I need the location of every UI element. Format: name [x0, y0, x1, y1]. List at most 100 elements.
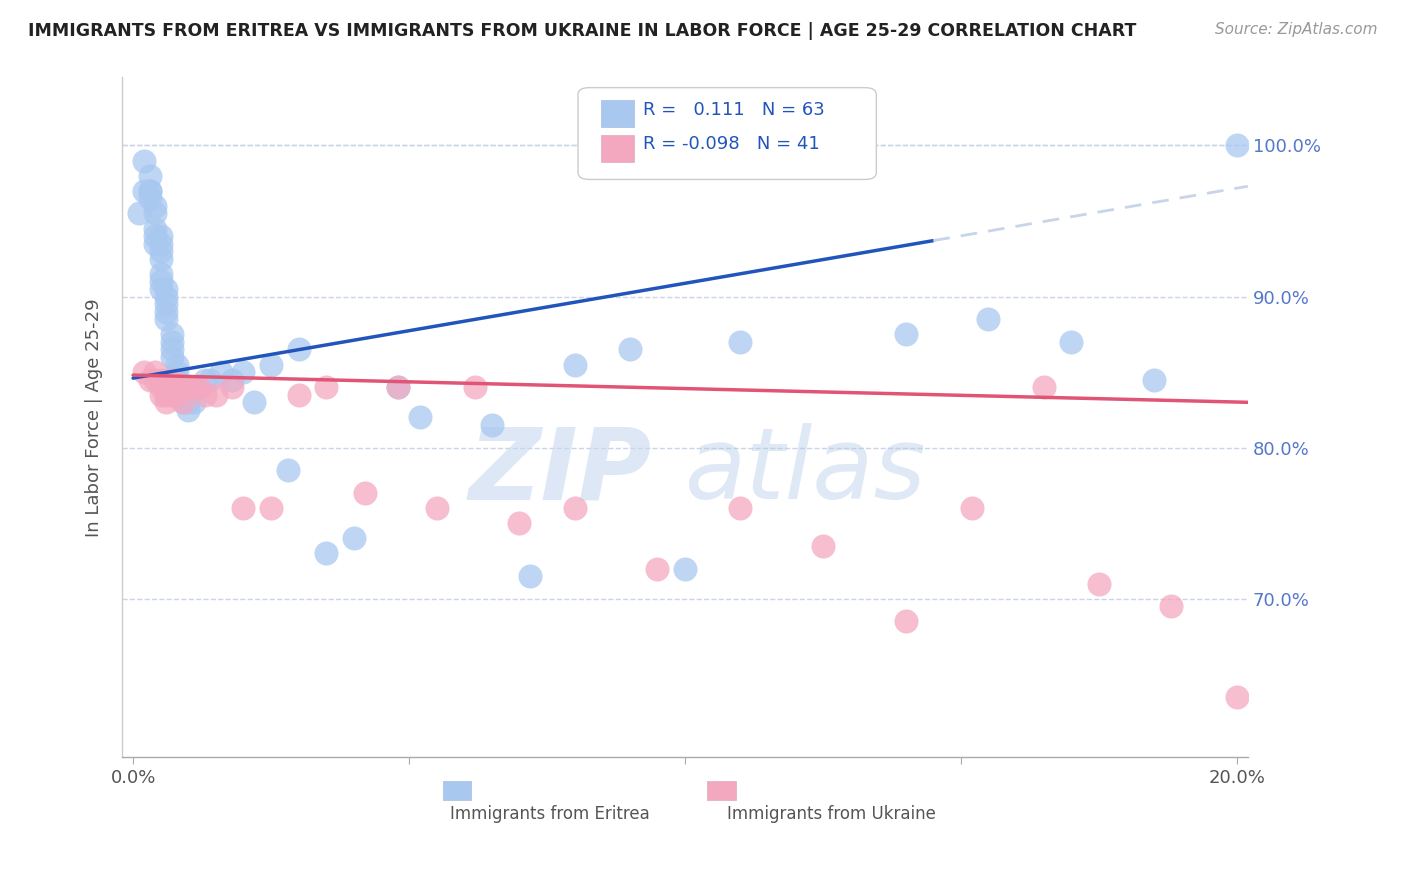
- Point: [387, 380, 409, 394]
- Point: [172, 395, 194, 409]
- Point: [177, 395, 200, 409]
- Point: [1226, 690, 1249, 704]
- Point: [1143, 373, 1166, 387]
- Point: [287, 343, 309, 357]
- Point: [232, 501, 254, 516]
- Point: [287, 388, 309, 402]
- Point: [166, 365, 188, 379]
- Point: [160, 327, 183, 342]
- Point: [188, 380, 211, 394]
- Point: [315, 546, 337, 560]
- Point: [155, 312, 177, 326]
- Point: [409, 410, 432, 425]
- Point: [619, 343, 641, 357]
- Point: [143, 236, 166, 251]
- Point: [673, 561, 696, 575]
- Point: [221, 380, 243, 394]
- Bar: [707, 780, 735, 799]
- FancyBboxPatch shape: [578, 87, 876, 179]
- Point: [149, 275, 172, 289]
- Point: [977, 312, 1000, 326]
- Point: [143, 199, 166, 213]
- Point: [811, 539, 834, 553]
- Point: [960, 501, 983, 516]
- Point: [177, 402, 200, 417]
- Point: [128, 206, 150, 220]
- Point: [166, 373, 188, 387]
- Point: [232, 365, 254, 379]
- Point: [243, 395, 266, 409]
- Point: [149, 380, 172, 394]
- Point: [188, 380, 211, 394]
- Point: [1088, 576, 1111, 591]
- Bar: [600, 136, 634, 162]
- Point: [172, 388, 194, 402]
- Point: [277, 463, 299, 477]
- Point: [481, 417, 503, 432]
- Point: [894, 615, 917, 629]
- Point: [138, 191, 160, 205]
- Point: [155, 388, 177, 402]
- Point: [177, 380, 200, 394]
- Point: [200, 373, 222, 387]
- Text: Immigrants from Eritrea: Immigrants from Eritrea: [450, 805, 650, 823]
- Point: [1032, 380, 1054, 394]
- Point: [138, 184, 160, 198]
- Bar: [443, 780, 471, 799]
- Point: [194, 373, 217, 387]
- Point: [155, 297, 177, 311]
- Point: [183, 380, 205, 394]
- Y-axis label: In Labor Force | Age 25-29: In Labor Force | Age 25-29: [86, 298, 103, 537]
- Bar: [600, 100, 634, 127]
- Point: [564, 358, 586, 372]
- Point: [149, 388, 172, 402]
- Point: [160, 350, 183, 364]
- Point: [172, 380, 194, 394]
- Point: [209, 365, 232, 379]
- Point: [149, 229, 172, 244]
- Text: R = -0.098   N = 41: R = -0.098 N = 41: [644, 136, 820, 153]
- Point: [354, 486, 377, 500]
- Point: [728, 501, 751, 516]
- Point: [647, 561, 669, 575]
- Text: ZIP: ZIP: [468, 424, 651, 520]
- Point: [160, 373, 183, 387]
- Point: [160, 334, 183, 349]
- Point: [149, 373, 172, 387]
- Point: [166, 358, 188, 372]
- Point: [205, 388, 228, 402]
- Point: [194, 388, 217, 402]
- Point: [894, 327, 917, 342]
- Point: [260, 358, 283, 372]
- Point: [155, 282, 177, 296]
- Point: [519, 569, 541, 583]
- Text: Source: ZipAtlas.com: Source: ZipAtlas.com: [1215, 22, 1378, 37]
- Point: [426, 501, 449, 516]
- Point: [143, 365, 166, 379]
- Point: [315, 380, 337, 394]
- Point: [172, 395, 194, 409]
- Text: IMMIGRANTS FROM ERITREA VS IMMIGRANTS FROM UKRAINE IN LABOR FORCE | AGE 25-29 CO: IMMIGRANTS FROM ERITREA VS IMMIGRANTS FR…: [28, 22, 1136, 40]
- Point: [143, 373, 166, 387]
- Point: [149, 236, 172, 251]
- Text: R =   0.111   N = 63: R = 0.111 N = 63: [644, 101, 825, 120]
- Point: [160, 343, 183, 357]
- Point: [149, 267, 172, 281]
- Text: Immigrants from Ukraine: Immigrants from Ukraine: [727, 805, 936, 823]
- Point: [155, 289, 177, 303]
- Point: [508, 516, 530, 531]
- Point: [143, 229, 166, 244]
- Point: [183, 395, 205, 409]
- Point: [166, 380, 188, 394]
- Point: [149, 244, 172, 259]
- Point: [134, 153, 156, 168]
- Point: [172, 380, 194, 394]
- Point: [564, 501, 586, 516]
- Text: atlas: atlas: [685, 424, 927, 520]
- Point: [134, 184, 156, 198]
- Point: [143, 221, 166, 235]
- Point: [221, 373, 243, 387]
- Point: [149, 252, 172, 266]
- Point: [160, 388, 183, 402]
- Point: [138, 184, 160, 198]
